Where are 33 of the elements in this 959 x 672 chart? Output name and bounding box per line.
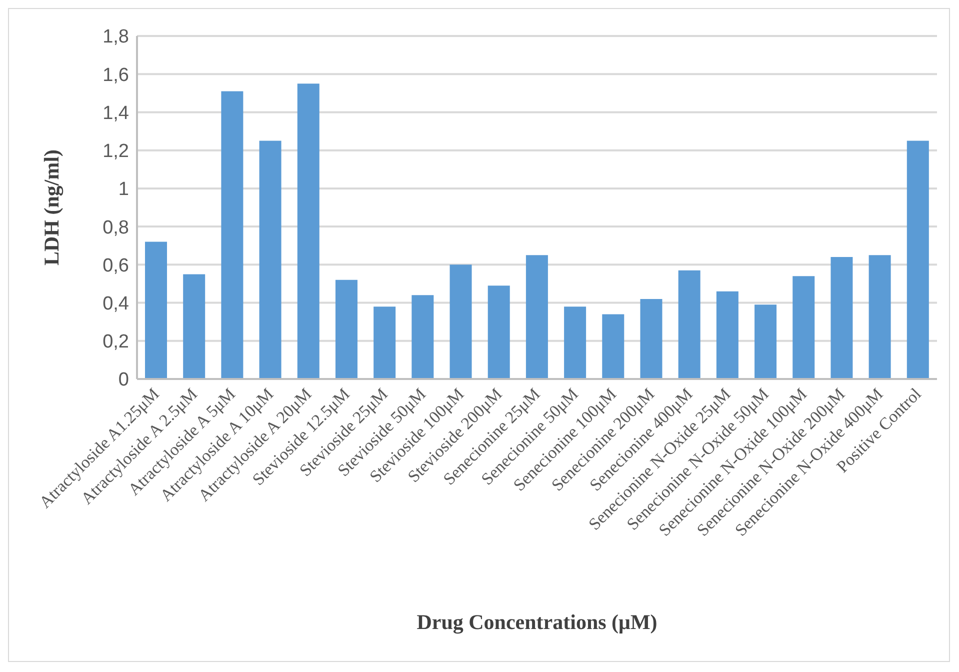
- x-axis-title: Drug Concentrations (μM): [416, 610, 658, 634]
- bar: [221, 91, 244, 379]
- bar: [792, 276, 815, 379]
- bar: [259, 140, 282, 379]
- bar: [450, 264, 472, 379]
- bar: [716, 291, 738, 379]
- bar: [412, 295, 434, 379]
- bar: [640, 298, 662, 379]
- y-tick-label: 1: [118, 179, 129, 200]
- bar: [335, 280, 358, 379]
- y-tick-label: 0,4: [102, 294, 130, 315]
- bar: [488, 286, 510, 379]
- bar: [830, 257, 853, 379]
- y-tick-label: 1,6: [102, 64, 129, 86]
- y-tick-label: 0,6: [102, 255, 129, 276]
- bar: [906, 140, 929, 379]
- bar: [145, 242, 167, 379]
- y-tick-label: 1,4: [102, 102, 130, 124]
- bar: [526, 255, 548, 379]
- y-tick-label: 1,8: [102, 26, 129, 48]
- bar: [754, 304, 777, 379]
- bar: [183, 274, 206, 379]
- bar: [374, 306, 396, 379]
- y-tick-label: 0,2: [102, 332, 129, 353]
- y-tick-label: 0,8: [102, 217, 129, 238]
- bar: [602, 314, 624, 379]
- y-tick-label: 0: [118, 370, 129, 391]
- bar: [564, 306, 586, 379]
- bar: [678, 270, 700, 379]
- y-axis-title: LDH (ng/ml): [39, 149, 64, 266]
- bar: [297, 84, 320, 379]
- y-tick-label: 1,2: [102, 141, 129, 162]
- bar: [868, 255, 891, 379]
